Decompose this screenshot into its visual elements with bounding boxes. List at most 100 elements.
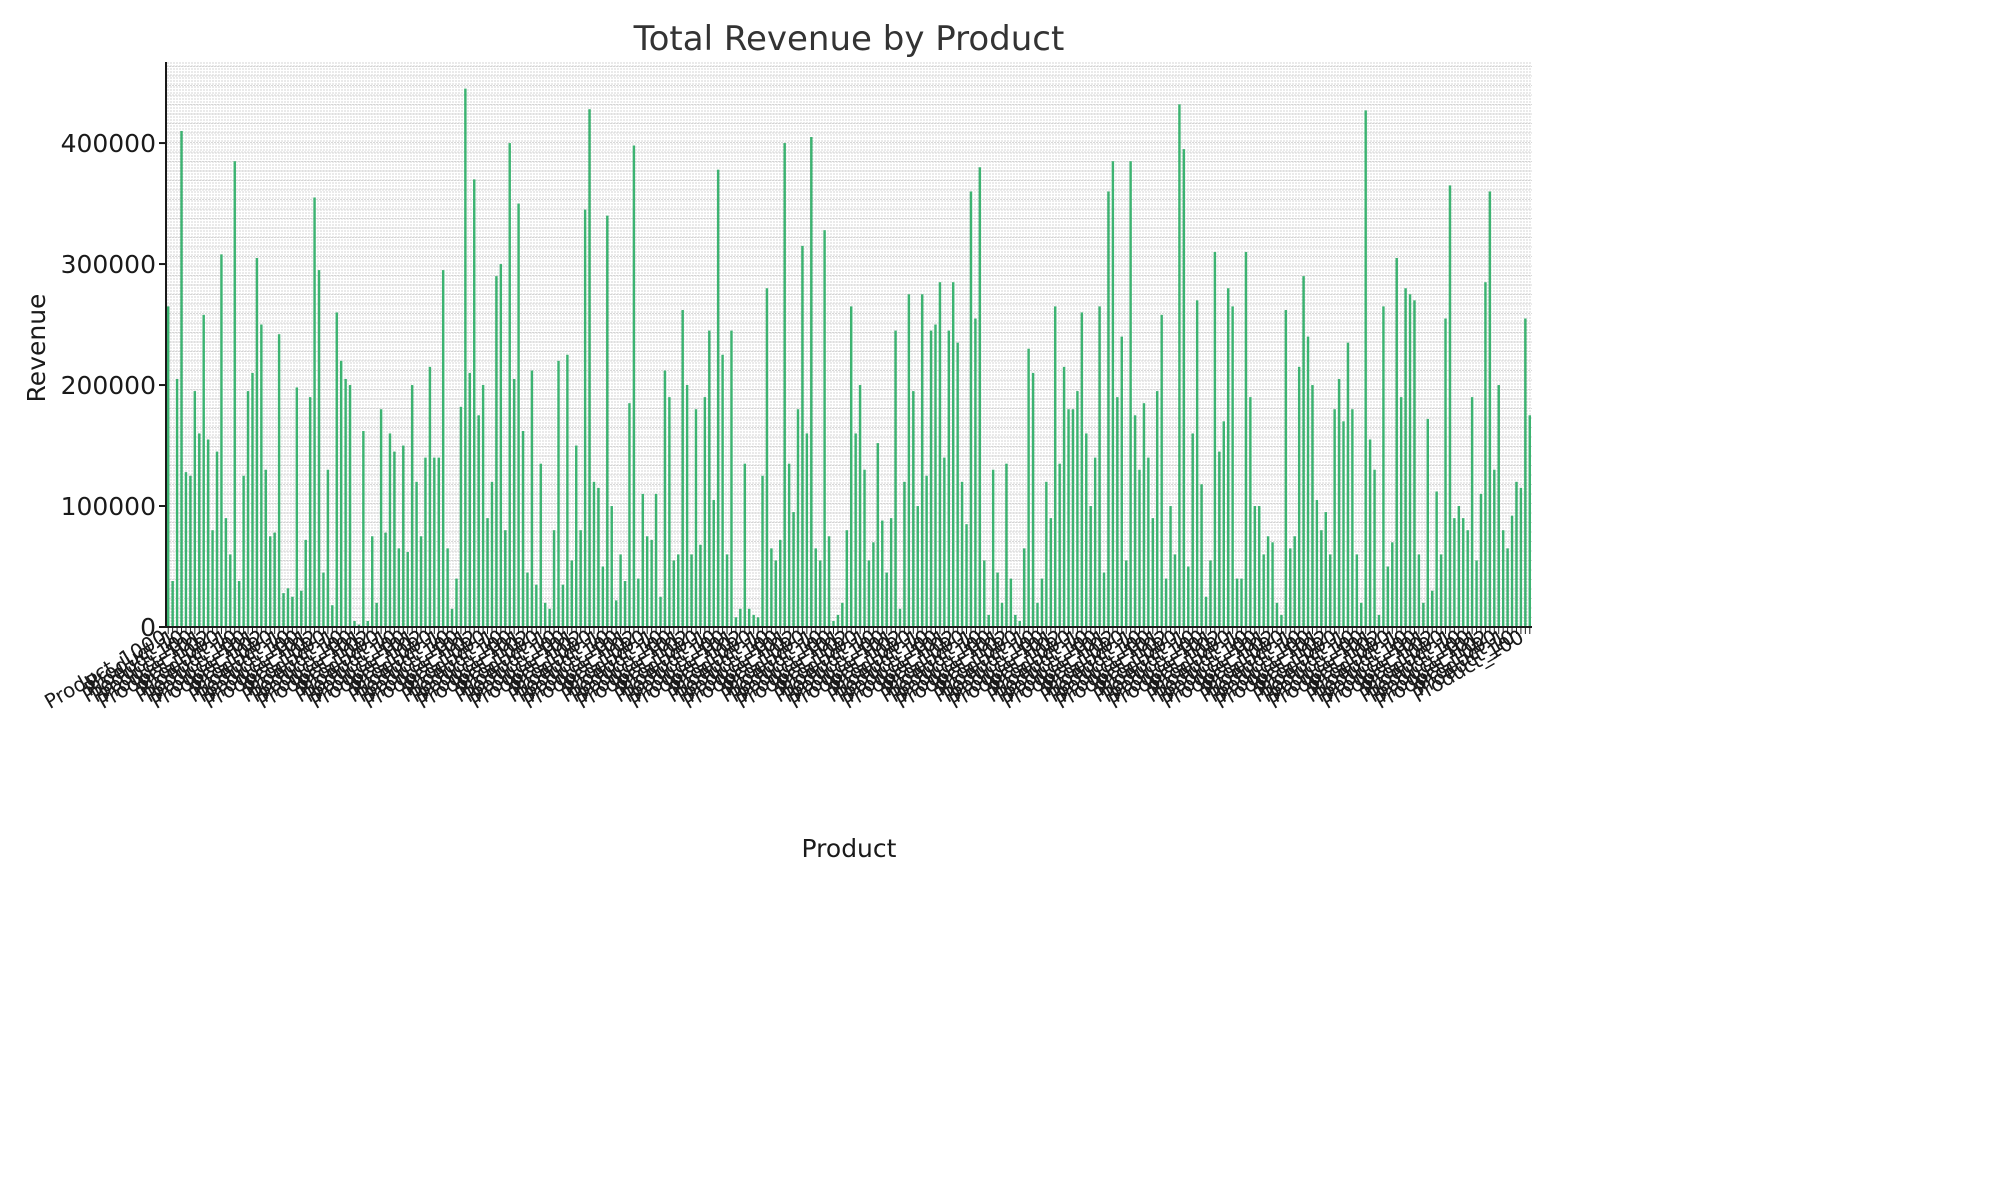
x-axis-label: Product <box>802 834 897 863</box>
bar <box>526 572 529 627</box>
bar <box>836 614 840 627</box>
bar <box>876 443 880 627</box>
x-tick-labels: Product_1000Product_1Product_10Product_1… <box>40 625 1531 714</box>
bar <box>818 560 822 627</box>
bar <box>694 409 698 627</box>
bar <box>610 506 613 627</box>
bar <box>1275 602 1279 627</box>
bar <box>317 270 321 627</box>
bar <box>592 481 596 627</box>
bar <box>823 230 826 627</box>
bar <box>552 530 556 627</box>
bar <box>1444 318 1447 627</box>
bar <box>1067 409 1070 627</box>
bar <box>1311 385 1314 627</box>
bar <box>1302 276 1305 627</box>
bar <box>499 264 503 627</box>
bar <box>1462 518 1465 627</box>
bar <box>987 614 990 627</box>
bar <box>1422 602 1425 627</box>
bar <box>331 605 334 627</box>
bar <box>654 493 658 627</box>
bar <box>273 532 276 627</box>
bar <box>721 354 724 627</box>
bar <box>1040 578 1044 627</box>
bar <box>1391 542 1394 627</box>
bar <box>685 385 689 627</box>
bar <box>1191 433 1194 627</box>
bar <box>322 572 325 627</box>
bar <box>1213 251 1217 627</box>
bar <box>903 481 906 627</box>
bar <box>557 360 560 627</box>
bar <box>1355 554 1359 627</box>
bar <box>960 481 964 627</box>
bar <box>233 161 236 627</box>
bar <box>539 463 542 627</box>
bar <box>171 581 174 627</box>
bar <box>841 602 844 627</box>
bar <box>1271 542 1274 627</box>
bars <box>166 88 1532 628</box>
bar <box>1080 312 1084 627</box>
bar <box>1036 602 1039 627</box>
bar <box>224 518 228 627</box>
bar <box>215 451 219 627</box>
bar <box>863 469 866 627</box>
bar <box>512 378 516 627</box>
bar <box>703 397 707 627</box>
bar <box>1222 421 1225 627</box>
bar <box>774 560 778 627</box>
bar <box>437 457 440 627</box>
bar <box>384 532 387 627</box>
bar <box>1102 572 1106 627</box>
bar <box>1364 110 1367 628</box>
bar <box>419 536 423 627</box>
bar <box>1479 493 1483 627</box>
bar <box>1009 578 1013 627</box>
bar <box>650 539 653 627</box>
bar <box>504 530 507 627</box>
bar <box>885 572 888 627</box>
y-tick-label: 400000 <box>61 129 156 158</box>
bar <box>849 306 853 627</box>
bar <box>1501 530 1505 627</box>
bar <box>1022 548 1026 627</box>
bar <box>730 330 733 627</box>
bar <box>575 445 578 627</box>
bar <box>1138 469 1141 627</box>
bar <box>779 539 782 627</box>
bar <box>1404 288 1407 627</box>
bar <box>388 433 392 627</box>
bar <box>1076 391 1079 627</box>
bar <box>561 584 565 627</box>
bar <box>530 370 534 627</box>
bar <box>1018 620 1021 627</box>
bar <box>300 590 303 627</box>
bar <box>974 318 977 627</box>
bar <box>1342 421 1345 627</box>
bar <box>827 536 831 627</box>
bar <box>1195 300 1199 627</box>
bar <box>1510 515 1514 627</box>
bar <box>623 581 627 627</box>
bar <box>1147 457 1150 627</box>
bar <box>996 572 999 627</box>
bar <box>1457 506 1461 627</box>
bar <box>916 506 919 627</box>
bar <box>251 372 254 627</box>
bar <box>277 334 281 627</box>
bar <box>1218 451 1221 627</box>
gridlines <box>166 62 1532 627</box>
bar <box>637 578 640 627</box>
bar <box>1306 336 1310 627</box>
bar <box>402 445 405 627</box>
bar <box>490 481 494 627</box>
bar <box>1430 590 1434 627</box>
bar <box>229 554 232 627</box>
bar <box>832 620 835 627</box>
bar <box>406 551 409 627</box>
bar <box>566 354 569 627</box>
bar <box>393 451 396 627</box>
bar <box>366 620 370 627</box>
